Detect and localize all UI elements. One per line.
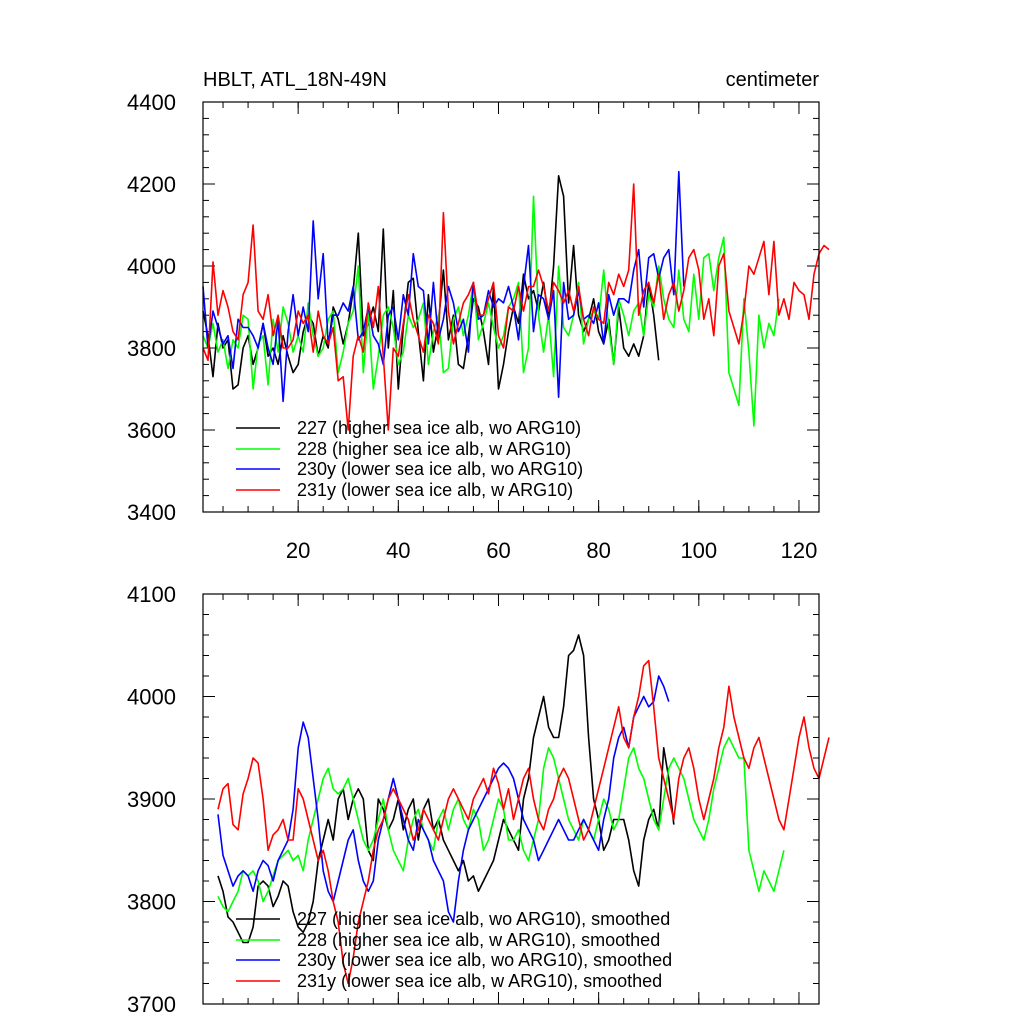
y-tick-label: 3400 [127, 500, 176, 525]
y-tick-label: 3800 [127, 890, 176, 915]
x-tick-label: 60 [486, 538, 510, 563]
series-line-s231y [202, 183, 830, 431]
bottom-series [217, 634, 830, 985]
x-tick-label: 40 [386, 538, 410, 563]
x-tick-label: 80 [586, 538, 610, 563]
bottom-panel: 3700 3800 3900 4000 4100 227 (higher sea ice… [127, 582, 830, 1017]
legend-label-227-smoothed: 227 (higher sea ice alb, wo ARG10), smoo… [297, 909, 670, 929]
x-tick-label: 20 [286, 538, 310, 563]
units-label: centimeter [726, 69, 820, 91]
legend-label-231y-smoothed: 231y (lower sea ice alb, w ARG10), smoot… [297, 971, 662, 991]
y-tick-label: 4200 [127, 172, 176, 197]
y-tick-label: 4100 [127, 582, 176, 607]
y-tick-label: 4400 [127, 90, 176, 115]
series-line-s228 [217, 736, 785, 913]
legend-label-228-smoothed: 228 (higher sea ice alb, w ARG10), smoot… [297, 930, 660, 950]
y-tick-label: 4000 [127, 254, 176, 279]
top-panel: HBLT, ATL_18N-49N centimeter 3400 3600 380… [127, 69, 830, 563]
y-tick-label: 3700 [127, 992, 176, 1017]
bottom-plot-frame [202, 593, 820, 1005]
series-line-s230y [202, 170, 685, 403]
series-line-s228 [202, 195, 780, 427]
y-tick-label: 4000 [127, 685, 176, 710]
bottom-legend: 227 (higher sea ice alb, wo ARG10), smoo… [236, 909, 672, 991]
y-tick-label: 3900 [127, 787, 176, 812]
series-line-s227 [217, 634, 675, 944]
series-line-s230y [217, 675, 670, 923]
top-ticks: 3400 3600 3800 4000 4200 4400 20 40 60 80 100 120 [127, 90, 819, 563]
chart-title: HBLT, ATL_18N-49N [203, 69, 387, 91]
y-tick-label: 3800 [127, 336, 176, 361]
series-line-s231y [217, 659, 830, 985]
legend-label-230y: 230y (lower sea ice alb, wo ARG10) [297, 459, 583, 479]
legend-label-227: 227 (higher sea ice alb, wo ARG10) [297, 418, 581, 438]
x-tick-label: 120 [781, 538, 818, 563]
legend-label-230y-smoothed: 230y (lower sea ice alb, wo ARG10), smoo… [297, 950, 672, 970]
x-tick-label: 100 [680, 538, 717, 563]
legend-label-231y: 231y (lower sea ice alb, w ARG10) [297, 480, 573, 500]
top-plot-frame [202, 101, 820, 513]
y-tick-label: 3600 [127, 418, 176, 443]
legend-label-228: 228 (higher sea ice alb, w ARG10) [297, 439, 571, 459]
top-legend: 227 (higher sea ice alb, wo ARG10) 228 (… [236, 418, 583, 500]
bottom-ticks: 3700 3800 3900 4000 4100 [127, 582, 819, 1017]
top-series [202, 170, 830, 431]
